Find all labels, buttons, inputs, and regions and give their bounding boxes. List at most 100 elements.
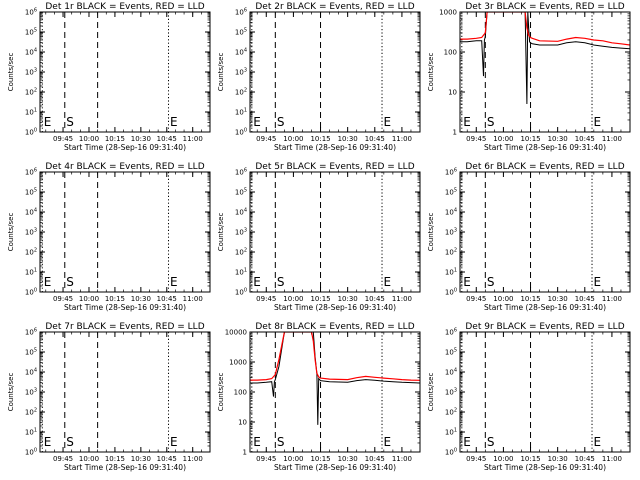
y-tick-label: 1 [243, 449, 247, 457]
panel-title: Det 5r BLACK = Events, RED = LLD [255, 162, 414, 172]
x-tick-label: 10:45 [575, 295, 595, 303]
x-tick-label: 10:45 [365, 295, 385, 303]
panel-det-1r: Det 1r BLACK = Events, RED = LLD Counts/s… [7, 2, 211, 152]
marker-label: S [66, 275, 74, 289]
y-tick-label: 103 [235, 68, 247, 77]
y-axis-label: Counts/sec [7, 213, 15, 252]
y-tick-label: 105 [235, 28, 247, 37]
plot-frame [249, 171, 421, 293]
marker-label: E [463, 275, 471, 289]
marker-label: S [277, 275, 285, 289]
x-tick-label: 10:30 [338, 135, 358, 143]
x-axis-label: Start Time (28-Sep-16 09:31:40) [274, 463, 396, 472]
x-axis-label: Start Time (28-Sep-16 09:31:40) [274, 143, 396, 152]
events-series-line [460, 12, 630, 105]
marker-label: E [463, 435, 471, 449]
panel-det-3r: Det 3r BLACK = Events, RED = LLD Counts/s… [427, 2, 631, 152]
marker-label: E [170, 435, 178, 449]
panel-title: Det 9r BLACK = Events, RED = LLD [465, 322, 624, 332]
marker-label: S [487, 435, 495, 449]
y-tick-label: 101 [25, 108, 37, 117]
y-tick-label: 105 [445, 188, 457, 197]
x-tick-label: 10:00 [283, 455, 303, 463]
y-tick-label: 103 [25, 68, 37, 77]
y-tick-label: 106 [445, 328, 457, 337]
x-tick-label: 10:30 [338, 455, 358, 463]
y-tick-label: 105 [25, 188, 37, 197]
x-tick-label: 10:45 [157, 135, 177, 143]
x-tick-label: 10:15 [105, 295, 125, 303]
x-tick-label: 10:00 [493, 295, 513, 303]
x-tick-label: 11:00 [602, 455, 622, 463]
x-tick-label: 09:45 [466, 295, 486, 303]
x-tick-label: 10:00 [493, 455, 513, 463]
y-tick-label: 106 [25, 168, 37, 177]
y-tick-label: 101 [235, 108, 247, 117]
x-tick-label: 10:30 [131, 455, 151, 463]
marker-label: E [463, 115, 471, 129]
panel-det-9r: Det 9r BLACK = Events, RED = LLD Counts/s… [427, 322, 631, 472]
y-tick-label: 104 [235, 48, 247, 57]
x-tick-label: 11:00 [602, 295, 622, 303]
x-tick-label: 09:45 [53, 455, 73, 463]
y-tick-label: 104 [25, 208, 37, 217]
marker-label: E [44, 115, 52, 129]
x-tick-label: 10:45 [365, 455, 385, 463]
x-tick-label: 09:45 [53, 135, 73, 143]
y-tick-label: 104 [25, 368, 37, 377]
y-tick-label: 105 [235, 188, 247, 197]
marker-label: E [384, 275, 392, 289]
x-tick-label: 10:30 [338, 295, 358, 303]
x-tick-label: 10:00 [79, 135, 99, 143]
marker-label: E [253, 275, 261, 289]
x-axis-label: Start Time (28-Sep-16 09:31:40) [484, 463, 606, 472]
x-tick-label: 11:00 [183, 135, 203, 143]
y-tick-label: 100 [445, 288, 457, 297]
y-tick-label: 101 [445, 428, 457, 437]
panel-det-4r: Det 4r BLACK = Events, RED = LLD Counts/s… [7, 162, 211, 312]
y-tick-label: 106 [25, 328, 37, 337]
marker-label: E [594, 275, 602, 289]
x-tick-label: 11:00 [183, 455, 203, 463]
y-tick-label: 100 [444, 49, 457, 57]
marker-label: E [170, 275, 178, 289]
y-tick-label: 104 [25, 48, 37, 57]
x-tick-label: 09:45 [466, 135, 486, 143]
panel-title: Det 2r BLACK = Events, RED = LLD [255, 2, 414, 12]
x-tick-label: 11:00 [183, 295, 203, 303]
x-tick-label: 10:30 [548, 295, 568, 303]
panel-det-6r: Det 6r BLACK = Events, RED = LLD Counts/s… [427, 162, 631, 312]
y-tick-label: 100 [235, 288, 247, 297]
marker-label: S [487, 275, 495, 289]
x-tick-label: 10:15 [520, 135, 540, 143]
marker-label: S [66, 115, 74, 129]
x-tick-label: 10:15 [310, 455, 330, 463]
y-tick-label: 100 [25, 128, 37, 137]
marker-label: S [487, 115, 495, 129]
x-tick-label: 10:15 [105, 455, 125, 463]
y-tick-label: 100 [235, 128, 247, 137]
y-tick-label: 103 [445, 388, 457, 397]
x-axis-label: Start Time (28-Sep-16 09:31:40) [64, 143, 186, 152]
x-axis-label: Start Time (28-Sep-16 09:31:40) [484, 303, 606, 312]
y-tick-label: 101 [445, 268, 457, 277]
x-tick-label: 10:00 [79, 455, 99, 463]
x-axis-label: Start Time (28-Sep-16 09:31:40) [64, 303, 186, 312]
x-tick-label: 10:45 [157, 455, 177, 463]
plot-frame [249, 331, 421, 453]
y-tick-label: 104 [445, 208, 457, 217]
panel-title: Det 8r BLACK = Events, RED = LLD [255, 322, 414, 332]
x-tick-label: 10:15 [520, 455, 540, 463]
plot-frame [459, 331, 631, 453]
y-tick-label: 106 [235, 8, 247, 17]
x-tick-label: 10:30 [131, 295, 151, 303]
x-tick-label: 09:45 [256, 455, 276, 463]
panel-title: Det 7r BLACK = Events, RED = LLD [45, 322, 204, 332]
panel-det-5r: Det 5r BLACK = Events, RED = LLD Counts/s… [217, 162, 421, 312]
y-tick-label: 103 [25, 388, 37, 397]
y-tick-label: 1000 [439, 9, 457, 17]
plot-frame [39, 11, 211, 133]
x-tick-label: 10:00 [283, 295, 303, 303]
x-tick-label: 10:45 [157, 295, 177, 303]
y-tick-label: 106 [25, 8, 37, 17]
